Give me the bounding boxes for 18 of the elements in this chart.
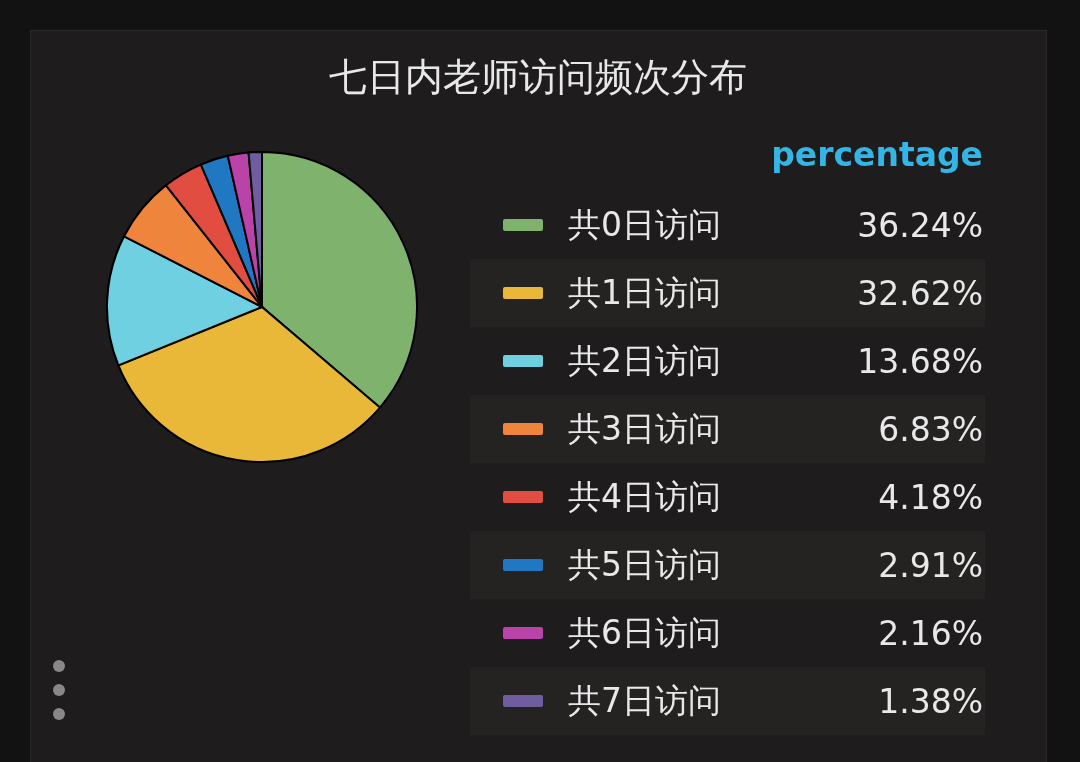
data-label: 1.38% xyxy=(878,681,984,721)
data-label: 13.68% xyxy=(857,341,984,381)
legend-label: 共3日访问 xyxy=(568,407,722,450)
data-label: 36.24% xyxy=(857,205,984,245)
legend-label: 共0日访问 xyxy=(568,203,722,246)
legend-label: 共5日访问 xyxy=(568,543,722,586)
data-label: 2.91% xyxy=(878,545,984,585)
legend-label: 共4日访问 xyxy=(568,475,722,518)
chart-title: 七日内老师访问频次分布 xyxy=(327,54,748,101)
legend-label: 共6日访问 xyxy=(568,611,722,654)
legend-label: 共7日访问 xyxy=(568,679,722,722)
legend-label: 共2日访问 xyxy=(568,339,722,382)
data-label: 6.83% xyxy=(878,409,984,449)
legend-title: percentage xyxy=(770,135,984,176)
legend-label: 共1日访问 xyxy=(568,271,722,314)
data-label: 2.16% xyxy=(878,613,984,653)
data-label: 4.18% xyxy=(878,477,984,517)
data-label: 32.62% xyxy=(857,273,984,313)
